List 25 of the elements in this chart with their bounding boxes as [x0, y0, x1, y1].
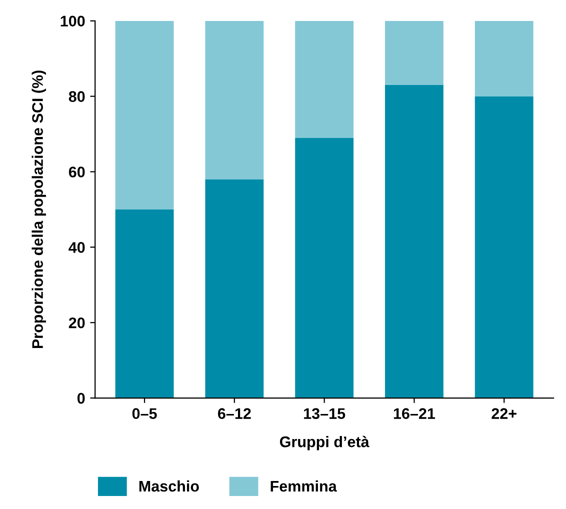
y-tick-label: 40	[68, 242, 85, 253]
bar	[295, 20, 354, 138]
bar	[115, 20, 174, 210]
legend-label: Maschio	[139, 480, 199, 492]
bar	[384, 84, 444, 398]
y-axis-title: Proporzione della popolazione SCI (%)	[32, 70, 46, 348]
bar	[295, 138, 354, 398]
legend-label: Femmina	[270, 480, 337, 492]
bar	[474, 96, 534, 398]
bar	[205, 179, 264, 398]
y-tick-label: 80	[68, 91, 85, 102]
bar	[474, 20, 534, 96]
x-tick-label: 6–12	[218, 408, 251, 419]
x-axis-title: Gruppi d’età	[280, 436, 370, 450]
y-tick-label: 60	[68, 166, 85, 178]
x-tick-label: 22+	[492, 408, 516, 419]
y-tick-label: 20	[68, 317, 85, 328]
x-tick-label: 16–21	[394, 408, 436, 419]
bar	[115, 209, 174, 398]
y-tick-label: 100	[60, 16, 85, 27]
x-tick-label: 13–15	[304, 408, 346, 420]
bar	[384, 20, 444, 85]
bar	[205, 20, 264, 180]
y-tick-label: 0	[77, 392, 85, 404]
x-tick-label: 0–5	[132, 408, 157, 419]
